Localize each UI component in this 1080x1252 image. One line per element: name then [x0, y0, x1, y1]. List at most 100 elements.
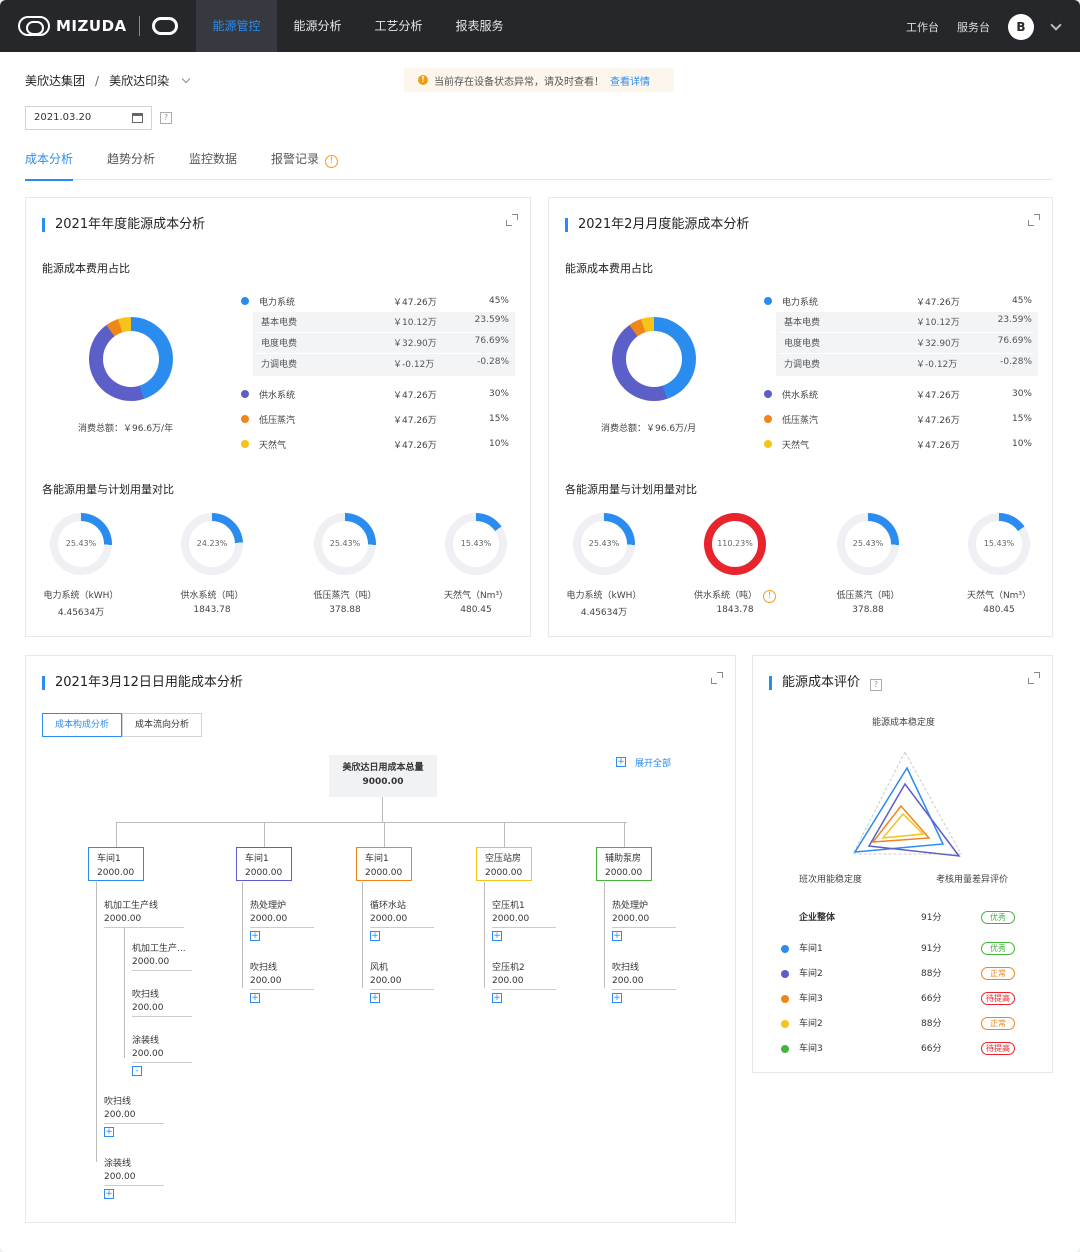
tree-leaf-node[interactable]: 风机 200.00 [370, 962, 434, 990]
expand-icon[interactable]: + [250, 931, 260, 941]
cost-share-donut [612, 317, 696, 401]
expand-icon[interactable] [711, 672, 723, 684]
avatar[interactable]: B [1008, 14, 1034, 40]
breadcrumb-group[interactable]: 美欣达集团 [25, 74, 86, 88]
tree-leaf-node[interactable]: 机加工生产... 2000.00 [132, 943, 192, 971]
help-icon[interactable]: ? [160, 112, 172, 124]
expand-icon[interactable]: + [370, 993, 380, 1003]
legend-name: 天然气 [259, 440, 287, 451]
legend-amount: ￥47.26万 [916, 297, 960, 308]
tree-leaf-node[interactable]: 热处理炉 2000.00 [250, 900, 314, 928]
nav-energy-control[interactable]: 能源管控 [196, 0, 277, 52]
expand-icon[interactable]: + [612, 993, 622, 1003]
nav-process-analysis[interactable]: 工艺分析 [374, 19, 423, 33]
expand-all-link[interactable]: 展开全部 [635, 759, 672, 769]
legend-pct: 30% [488, 389, 509, 399]
gauge-percent: 24.23% [189, 521, 235, 567]
tree-connector [384, 822, 385, 848]
cost-legend-item[interactable]: 电力系统 ￥47.26万 45% [764, 293, 1040, 309]
alert-details-link[interactable]: 查看详情 [610, 76, 650, 88]
expand-icon[interactable] [506, 214, 518, 226]
date-picker[interactable]: 2021.03.20 [25, 106, 152, 130]
tree-branch-node[interactable]: 空压站房 2000.00 [476, 847, 532, 881]
tree-branch-node[interactable]: 车间1 2000.00 [236, 847, 292, 881]
cost-flow-button[interactable]: 成本流向分析 [122, 713, 202, 737]
expand-icon[interactable]: + [104, 1189, 114, 1199]
tree-leaf-node[interactable]: 空压机2 200.00 [492, 962, 556, 990]
cost-share-donut [89, 317, 173, 401]
tab-monitor-data[interactable]: 监控数据 [189, 152, 238, 166]
help-icon[interactable]: ? [870, 679, 883, 691]
cost-legend-item[interactable]: 电力系统 ￥47.26万 45% [241, 293, 517, 309]
link-logo-icon [151, 17, 178, 35]
logo[interactable]: MIZUDA [18, 14, 178, 38]
expand-icon[interactable] [1028, 214, 1040, 226]
breadcrumb-company[interactable]: 美欣达印染 [109, 74, 170, 88]
tree-leaf-node[interactable]: 吹扫线 200.00 [104, 1096, 164, 1124]
gauge-label: 供水系统（吨）! [685, 588, 785, 603]
nav-energy-analysis[interactable]: 能源分析 [293, 19, 342, 33]
tree-branch-node[interactable]: 辅助泵房 2000.00 [596, 847, 652, 881]
subitem-amount: ￥32.90万 [916, 339, 960, 349]
leaf-value: 2000.00 [132, 957, 170, 967]
expand-icon[interactable] [1028, 672, 1040, 684]
row-name: 车间3 [799, 1044, 823, 1054]
cost-composition-button[interactable]: 成本构成分析 [42, 713, 122, 737]
leaf-name: 吹扫线 [612, 963, 640, 973]
donut-hole [626, 331, 682, 387]
expand-icon[interactable]: + [370, 931, 380, 941]
leaf-name: 循环水站 [370, 901, 407, 911]
subitem-name: 力调电费 [784, 360, 821, 370]
gauge-percent: 15.43% [453, 521, 499, 567]
expand-icon[interactable]: + [492, 993, 502, 1003]
evaluation-row[interactable]: 车间3 66分 待提高 [753, 1042, 1054, 1056]
cost-legend-item[interactable]: 低压蒸汽 ￥47.26万 15% [764, 411, 1040, 427]
evaluation-row[interactable]: 车间2 88分 正常 [753, 967, 1054, 981]
expand-icon[interactable]: + [492, 931, 502, 941]
cost-legend-item[interactable]: 低压蒸汽 ￥47.26万 15% [241, 411, 517, 427]
legend-amount: ￥47.26万 [916, 440, 960, 451]
tree-leaf-node[interactable]: 涂装线 200.00 [132, 1035, 192, 1063]
cost-legend-item[interactable]: 天然气 ￥47.26万 10% [241, 436, 517, 452]
tree-leaf-node[interactable]: 热处理炉 2000.00 [612, 900, 676, 928]
service-desk-link[interactable]: 服务台 [957, 21, 990, 34]
workbench-link[interactable]: 工作台 [906, 21, 939, 34]
tree-leaf-node[interactable]: 吹扫线 200.00 [132, 989, 192, 1017]
rating-badge: 优秀 [981, 942, 1015, 955]
tree-root-node[interactable]: 美欣达日用成本总量 9000.00 [329, 755, 437, 797]
chevron-down-icon[interactable] [1050, 19, 1062, 31]
tree-leaf-node[interactable]: 空压机1 2000.00 [492, 900, 556, 928]
tree-leaf-node[interactable]: 涂装线 200.00 [104, 1158, 164, 1186]
evaluation-row[interactable]: 车间3 66分 待提高 [753, 992, 1054, 1006]
tab-trend-analysis[interactable]: 趋势分析 [107, 152, 156, 166]
evaluation-row[interactable]: 车间2 88分 正常 [753, 1017, 1054, 1031]
expand-all-icon[interactable]: + [616, 757, 626, 767]
tree-leaf-node[interactable]: 吹扫线 200.00 [612, 962, 676, 990]
cost-legend-item[interactable]: 供水系统 ￥47.26万 30% [241, 386, 517, 402]
radar-axis-left: 班次用能稳定度 [799, 875, 863, 885]
expand-icon[interactable]: + [104, 1127, 114, 1137]
tree-branch-node[interactable]: 车间1 2000.00 [88, 847, 144, 881]
tree-connector [116, 822, 627, 823]
calendar-icon[interactable] [132, 113, 143, 123]
collapse-icon[interactable]: - [132, 1066, 142, 1076]
tree-leaf-node[interactable]: 吹扫线 200.00 [250, 962, 314, 990]
legend-dot [241, 297, 249, 305]
expand-icon[interactable]: + [250, 993, 260, 1003]
tab-alarm-records[interactable]: 报警记录! [271, 150, 339, 180]
expand-icon[interactable]: + [612, 931, 622, 941]
evaluation-row[interactable]: 车间1 91分 优秀 [753, 942, 1054, 956]
tab-cost-analysis[interactable]: 成本分析 [25, 150, 74, 181]
legend-amount: ￥47.26万 [916, 390, 960, 401]
tree-leaf-node[interactable]: 机加工生产线 2000.00 [104, 900, 184, 928]
chevron-down-icon[interactable] [181, 74, 191, 84]
evaluation-row[interactable]: 企业整体 91分 优秀 [753, 911, 1054, 925]
cost-legend-item[interactable]: 供水系统 ￥47.26万 30% [764, 386, 1040, 402]
gauge-label: 天然气（Nm³） [426, 588, 526, 601]
leaf-name: 热处理炉 [250, 901, 287, 911]
cost-tree: 车间1 2000.00 车间1 2000.00 车间1 2000.00 空压站房 2000.0… [26, 656, 737, 1224]
nav-report-service[interactable]: 报表服务 [455, 19, 504, 33]
tree-leaf-node[interactable]: 循环水站 2000.00 [370, 900, 434, 928]
tree-branch-node[interactable]: 车间1 2000.00 [356, 847, 412, 881]
cost-legend-item[interactable]: 天然气 ￥47.26万 10% [764, 436, 1040, 452]
